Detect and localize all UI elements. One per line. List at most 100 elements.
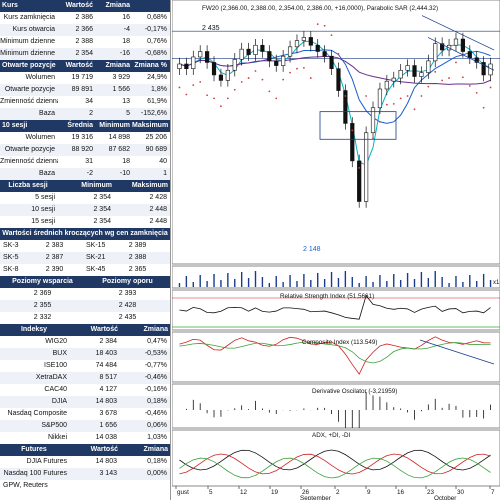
- indeksy-cell: 74 484: [95, 362, 117, 369]
- sar-dot: [351, 129, 354, 132]
- liczba-cell: 15 sesji: [31, 218, 55, 225]
- axis-date-label: 9: [367, 489, 371, 496]
- axis-date-label: 5: [209, 489, 213, 496]
- indeksy-cell: 0,18%: [147, 398, 167, 405]
- candle-body: [377, 88, 383, 109]
- sar-dot: [337, 52, 340, 55]
- sesji-cell: Baza: [39, 170, 55, 177]
- otwarte-cell: 2: [89, 110, 93, 117]
- futures-cell: 0,00%: [147, 470, 167, 477]
- kurs-row: Kurs otwarcia 2 366 -4 -0,17%: [0, 24, 170, 36]
- sar-dot: [385, 103, 388, 106]
- otwarte-cell: Otwarte pozycje: [4, 86, 55, 93]
- sar-dot: [296, 67, 298, 70]
- otwarte-cell: 13: [122, 98, 130, 105]
- indeksy-header-cell: Indeksy: [20, 326, 48, 333]
- otwarte-cell: 61,9%: [147, 98, 167, 105]
- kurs-cell: 16: [122, 14, 130, 21]
- indeksy-row: BUX 18 403 -0,53%: [0, 348, 170, 360]
- indeksy-cell: XetraDAX: [35, 374, 67, 381]
- indeksy-cell: CAC40: [44, 386, 67, 393]
- sesji-cell: 88 920: [71, 146, 93, 153]
- moving-average-cell: 2 365: [128, 266, 147, 273]
- candle-body: [287, 46, 293, 57]
- futures-header-cell: Zmiana: [143, 446, 168, 453]
- candle-body: [357, 160, 362, 202]
- candle-body: [391, 77, 396, 82]
- sar-dot: [247, 77, 250, 79]
- sar-dot: [213, 97, 215, 100]
- kurs-cell: 0,76%: [147, 38, 167, 45]
- indeksy-cell: ISE100: [44, 362, 67, 369]
- liczba-cell: 2 428: [149, 194, 167, 201]
- candle-body: [198, 51, 203, 58]
- sar-dot: [468, 84, 471, 87]
- candle-body: [350, 123, 355, 162]
- sesji-row: Wolumen 19 316 14 898 25 206: [0, 132, 170, 144]
- kurs-row: Kurs zamknięcia 2 386 16 0,68%: [0, 12, 170, 24]
- kurs-cell: -0,17%: [144, 26, 167, 33]
- sar-dot: [185, 93, 188, 96]
- sar-dot: [289, 71, 291, 74]
- kurs-row: Minimum dzienne 2 354 -16 -0,68%: [0, 48, 170, 60]
- sesji-cell: 19 316: [71, 134, 93, 141]
- axis-date-label: 16: [397, 489, 405, 496]
- kurs-cell: Minimum dzienne: [0, 50, 55, 57]
- rsi-label: Relative Strength Index (51,5661): [280, 293, 374, 300]
- kurs-cell: Minimum dzienne: [0, 38, 55, 45]
- sar-dot: [233, 88, 236, 91]
- candle-body: [274, 60, 279, 66]
- kurs-row: Minimum dzienne 2 388 18 0,76%: [0, 36, 170, 48]
- levels-cell: 2 393: [118, 290, 137, 297]
- volume-axis-label: x1: [493, 280, 500, 286]
- futures-cell: Nasdaq 100 Futures: [3, 470, 67, 477]
- indeksy-row: ISE100 74 484 -0,77%: [0, 360, 170, 372]
- ma-cyan-line: [179, 40, 491, 166]
- indeksy-cell: 2 384: [99, 338, 117, 345]
- sesji-cell: 14 898: [108, 134, 130, 141]
- liczba-cell: 2 354: [93, 206, 111, 213]
- sar-dot: [302, 67, 305, 69]
- indeksy-cell: 0,47%: [147, 338, 167, 345]
- liczba-header-cell: Minimum: [81, 182, 112, 189]
- liczba-cell: 2 354: [93, 194, 111, 201]
- candle-body: [301, 37, 306, 41]
- futures-header-cell: Wartość: [90, 446, 118, 453]
- axis-date-label: gust: [177, 489, 189, 496]
- futures-cell: 0,18%: [147, 458, 167, 465]
- axis-date-label: 7: [491, 489, 495, 496]
- moving-average-cell: 2 387: [45, 254, 64, 261]
- liczba-header-cell: Liczba sesji: [8, 182, 48, 189]
- candle-body: [412, 65, 417, 77]
- sar-dot: [275, 97, 278, 100]
- candle-body: [343, 90, 348, 124]
- moving-average-cell: 2 388: [128, 254, 147, 261]
- candle-body: [322, 51, 327, 57]
- levels-cell: 2 355: [33, 302, 52, 309]
- otwarte-cell: Baza: [39, 110, 55, 117]
- sar-dot: [372, 137, 374, 140]
- rsi-line: [179, 294, 491, 320]
- futures-row: Nasdaq 100 Futures 3 143 0,00%: [0, 468, 170, 480]
- liczba-cell: 2 448: [149, 218, 167, 225]
- indeksy-cell: 18 403: [95, 350, 117, 357]
- moving-average-row: SK-3 2 383 SK-15 2 389: [0, 240, 170, 252]
- low-label: 2 148: [303, 246, 321, 253]
- sar-dot: [330, 34, 333, 36]
- liczba-cell: 10 sesji: [31, 206, 55, 213]
- moving-average-cell: 2 383: [45, 242, 64, 249]
- kurs-header-cell: Kurs: [2, 2, 18, 9]
- sar-dot: [199, 81, 202, 83]
- otwarte-cell: 89 891: [71, 86, 93, 93]
- levels-cell: 2 332: [33, 314, 52, 321]
- levels-row: 2 355 2 428: [0, 300, 170, 312]
- candle-body: [191, 56, 196, 69]
- indeksy-cell: Nikkei: [47, 434, 67, 441]
- candle-body: [246, 48, 251, 55]
- sar-dot: [316, 23, 319, 26]
- sar-dot: [448, 77, 450, 79]
- kurs-header-cell: Wartość: [65, 2, 93, 9]
- candle-body: [308, 37, 313, 46]
- sesji-cell: -10: [119, 170, 130, 177]
- sar-dot: [358, 167, 361, 169]
